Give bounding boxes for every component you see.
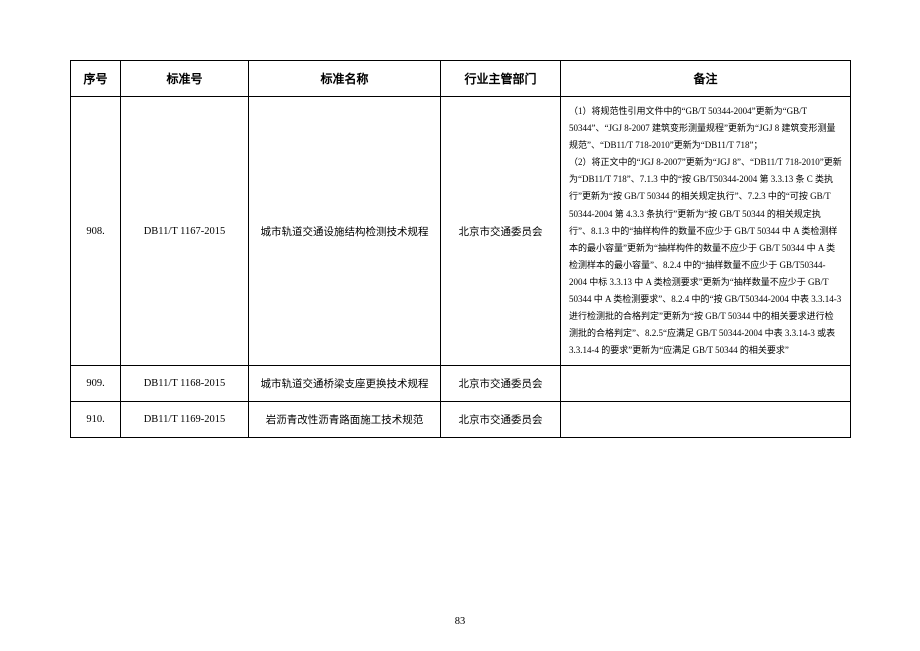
stdname-cell: 城市轨道交通桥梁支座更换技术规程 bbox=[249, 366, 441, 402]
column-header: 标准号 bbox=[121, 61, 249, 97]
dept-cell: 北京市交通委员会 bbox=[441, 402, 561, 438]
column-header: 序号 bbox=[71, 61, 121, 97]
remark-cell bbox=[561, 366, 851, 402]
column-header: 行业主管部门 bbox=[441, 61, 561, 97]
page-number: 83 bbox=[0, 616, 920, 627]
standards-table: 序号标准号标准名称行业主管部门备注 908.DB11/T 1167-2015城市… bbox=[70, 60, 851, 438]
seq-cell: 908. bbox=[71, 97, 121, 366]
stdno-cell: DB11/T 1168-2015 bbox=[121, 366, 249, 402]
remark-cell bbox=[561, 402, 851, 438]
seq-cell: 909. bbox=[71, 366, 121, 402]
column-header: 标准名称 bbox=[249, 61, 441, 97]
dept-cell: 北京市交通委员会 bbox=[441, 366, 561, 402]
table-row: 909.DB11/T 1168-2015城市轨道交通桥梁支座更换技术规程北京市交… bbox=[71, 366, 851, 402]
table-body: 908.DB11/T 1167-2015城市轨道交通设施结构检测技术规程北京市交… bbox=[71, 97, 851, 438]
document-page: 序号标准号标准名称行业主管部门备注 908.DB11/T 1167-2015城市… bbox=[0, 0, 920, 651]
stdname-cell: 岩沥青改性沥青路面施工技术规范 bbox=[249, 402, 441, 438]
stdno-cell: DB11/T 1169-2015 bbox=[121, 402, 249, 438]
stdno-cell: DB11/T 1167-2015 bbox=[121, 97, 249, 366]
table-row: 908.DB11/T 1167-2015城市轨道交通设施结构检测技术规程北京市交… bbox=[71, 97, 851, 366]
stdname-cell: 城市轨道交通设施结构检测技术规程 bbox=[249, 97, 441, 366]
table-row: 910.DB11/T 1169-2015岩沥青改性沥青路面施工技术规范北京市交通… bbox=[71, 402, 851, 438]
seq-cell: 910. bbox=[71, 402, 121, 438]
remark-cell: （1）将规范性引用文件中的“GB/T 50344-2004”更新为“GB/T 5… bbox=[561, 97, 851, 366]
table-header-row: 序号标准号标准名称行业主管部门备注 bbox=[71, 61, 851, 97]
dept-cell: 北京市交通委员会 bbox=[441, 97, 561, 366]
column-header: 备注 bbox=[561, 61, 851, 97]
